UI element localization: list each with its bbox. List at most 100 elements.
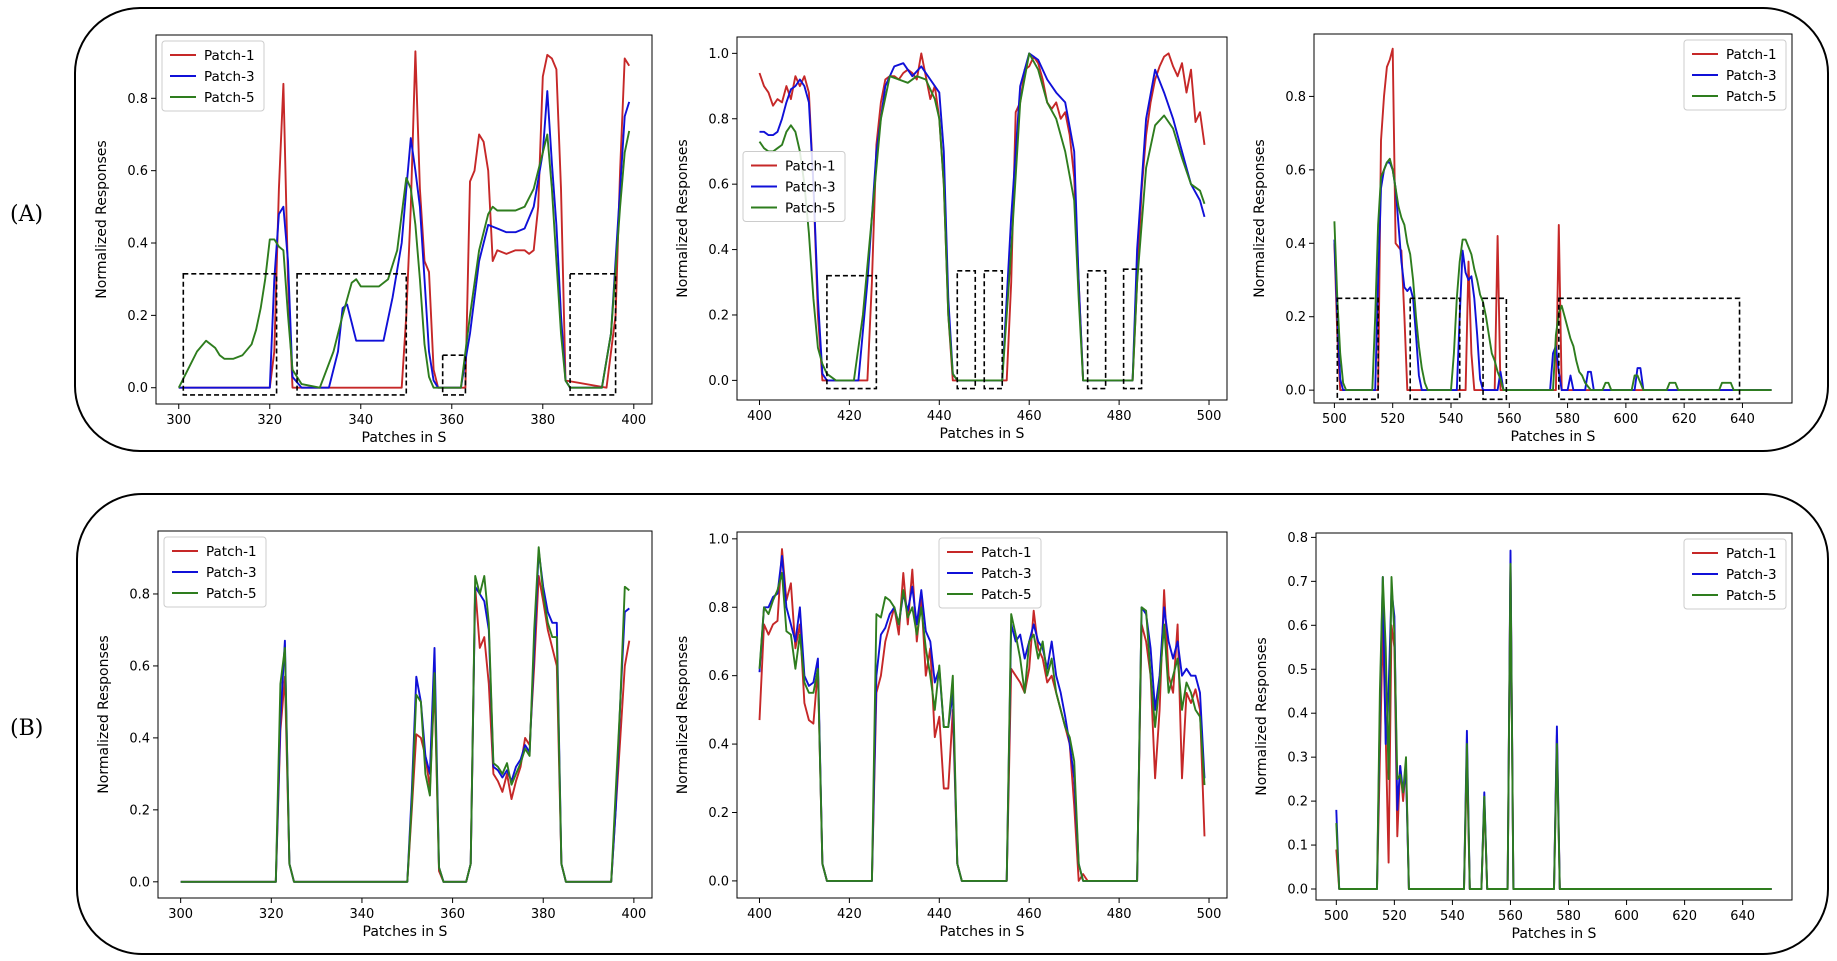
legend-entry-patch-3: Patch-3 — [204, 69, 255, 85]
highlight-box — [182, 272, 278, 396]
series-line-patch-5 — [758, 52, 1206, 382]
legend-entry-patch-1: Patch-1 — [206, 544, 257, 560]
x-axis-label: Patches in S — [362, 430, 447, 446]
legend-frame — [938, 537, 1042, 609]
highlight-box — [1122, 268, 1143, 390]
y-tick-label: 0.4 — [708, 738, 729, 753]
y-tick-label: 0.8 — [1285, 90, 1306, 105]
legend-entry-patch-3: Patch-3 — [981, 566, 1032, 582]
y-tick-label: 0.2 — [708, 308, 729, 323]
legend: Patch-1 Patch-3 Patch-5 — [1683, 39, 1787, 111]
legend-entry-patch-1: Patch-1 — [204, 48, 255, 64]
y-tick-label: 0.2 — [1287, 795, 1308, 810]
legend: Patch-1 Patch-3 Patch-5 — [938, 537, 1042, 609]
legend-entry-patch-1: Patch-1 — [981, 545, 1032, 561]
x-axis-label: Patches in S — [363, 924, 448, 940]
y-tick-label: 0.0 — [129, 875, 150, 890]
x-tick-label: 500 — [1322, 412, 1347, 427]
series-layer — [758, 548, 1206, 882]
x-tick-label: 300 — [166, 413, 191, 428]
plot-frame — [736, 531, 1228, 899]
y-tick-label: 0.8 — [708, 601, 729, 616]
legend-entry-patch-1: Patch-1 — [1726, 546, 1777, 562]
x-tick-label: 500 — [1197, 409, 1222, 424]
x-tick-label: 580 — [1555, 412, 1580, 427]
x-tick-label: 360 — [440, 907, 465, 922]
legend-entry-patch-3: Patch-3 — [785, 180, 836, 196]
highlight-box — [296, 272, 408, 396]
series-line-patch-1 — [1333, 47, 1772, 392]
x-tick-label: 460 — [1017, 409, 1042, 424]
x-tick-label: 420 — [837, 409, 862, 424]
legend-entry-patch-5: Patch-5 — [785, 201, 836, 217]
legend-frame — [1683, 39, 1787, 111]
legend-entry-patch-5: Patch-5 — [981, 587, 1032, 603]
x-tick-label: 440 — [927, 409, 952, 424]
y-tick-label: 1.0 — [708, 47, 729, 62]
x-tick-label: 540 — [1440, 909, 1465, 924]
highlight-box — [569, 272, 617, 396]
plot-frame — [157, 530, 653, 899]
y-tick-label: 0.6 — [1285, 163, 1306, 178]
x-axis-label: Patches in S — [940, 426, 1025, 442]
row-b-label: (B) — [10, 716, 43, 741]
highlight-box — [1086, 270, 1107, 390]
chart-b2: 400 420 440 460 480 500 0.0 0.2 0.4 0.6 0.8 1.0 Patc… — [675, 531, 1228, 940]
y-tick-label: 0.6 — [129, 659, 150, 674]
highlight-box — [826, 274, 878, 390]
series-line-patch-5 — [1333, 157, 1772, 392]
legend-entry-patch-5: Patch-5 — [1726, 89, 1777, 105]
highlight-box — [1558, 297, 1741, 401]
x-tick-label: 540 — [1439, 412, 1464, 427]
charts-layer: 300 320 340 360 380 400 0.0 0.2 0.4 0.6 0.8 Patches… — [94, 33, 1793, 942]
series-layer — [180, 546, 631, 883]
series-line-patch-5 — [1335, 562, 1772, 890]
y-axis-label: Normalized Responses — [1252, 139, 1268, 297]
plot-frame — [1315, 532, 1793, 901]
x-tick-label: 340 — [348, 413, 373, 428]
x-axis-label: Patches in S — [1512, 926, 1597, 942]
highlight-box — [956, 270, 977, 390]
x-tick-label: 320 — [257, 413, 282, 428]
x-tick-label: 620 — [1672, 909, 1697, 924]
series-line-patch-1 — [178, 50, 631, 389]
x-tick-label: 440 — [927, 907, 952, 922]
highlight-box — [1482, 297, 1508, 401]
x-tick-label: 620 — [1672, 412, 1697, 427]
y-tick-label: 0.1 — [1287, 839, 1308, 854]
series-layer — [758, 52, 1206, 382]
y-tick-label: 0.0 — [1285, 384, 1306, 399]
plot-frame — [155, 34, 653, 405]
x-tick-label: 460 — [1017, 907, 1042, 922]
chart-b3: 500 520 540 560 580 600 620 640 0.0 0.1 0.2 0.3 0.4 0… — [1254, 531, 1793, 942]
series-layer — [1333, 47, 1772, 392]
x-tick-label: 520 — [1382, 909, 1407, 924]
y-tick-label: 0.3 — [1287, 751, 1308, 766]
x-tick-label: 500 — [1324, 909, 1349, 924]
plot-frame — [736, 36, 1228, 401]
y-tick-label: 0.4 — [708, 243, 729, 258]
legend-entry-patch-3: Patch-3 — [1726, 567, 1777, 583]
y-tick-label: 0.8 — [1287, 531, 1308, 546]
x-tick-label: 400 — [621, 413, 646, 428]
legend-entry-patch-1: Patch-1 — [785, 159, 836, 175]
y-tick-label: 0.2 — [127, 309, 148, 324]
y-tick-label: 0.0 — [1287, 883, 1308, 898]
highlight-box — [1336, 297, 1379, 401]
y-tick-label: 0.2 — [708, 806, 729, 821]
x-tick-label: 640 — [1730, 412, 1755, 427]
x-tick-label: 320 — [259, 907, 284, 922]
y-tick-label: 0.8 — [708, 112, 729, 127]
x-tick-label: 400 — [747, 409, 772, 424]
x-axis-label: Patches in S — [1511, 429, 1596, 445]
x-tick-label: 600 — [1614, 909, 1639, 924]
legend-frame — [742, 151, 846, 222]
y-axis-label: Normalized Responses — [96, 635, 112, 793]
legend-entry-patch-1: Patch-1 — [1726, 47, 1777, 63]
chart-a2: 400 420 440 460 480 500 0.0 0.2 0.4 0.6 0.8 1.0 Patc… — [675, 36, 1228, 442]
y-tick-label: 0.2 — [129, 803, 150, 818]
legend-entry-patch-5: Patch-5 — [1726, 588, 1777, 604]
x-tick-label: 500 — [1197, 907, 1222, 922]
chart-a1: 300 320 340 360 380 400 0.0 0.2 0.4 0.6 0.8 Patches… — [94, 34, 653, 446]
x-tick-label: 380 — [531, 907, 556, 922]
